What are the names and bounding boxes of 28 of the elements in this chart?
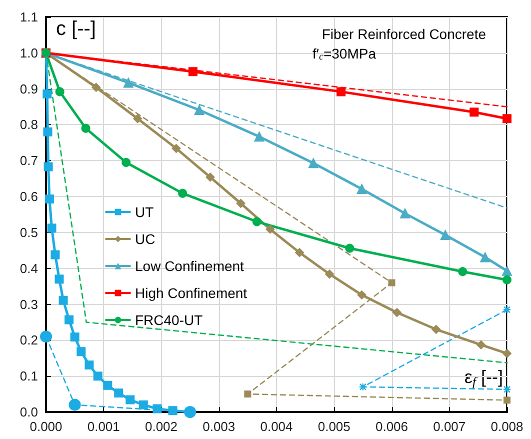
x-tick-label: 0.000 (30, 419, 62, 434)
y-tick-label: 0.2 (20, 332, 38, 348)
legend-label: FRC40-UT (135, 312, 204, 328)
legend-label: High Confinement (135, 285, 248, 301)
y-axis-title: c [--] (56, 18, 96, 40)
x-tick-label: 0.001 (87, 419, 120, 434)
text: Fiber Reinforced Concrete (322, 26, 486, 42)
legend-label: UT (135, 204, 154, 220)
y-tick-label: 0.9 (20, 81, 38, 96)
legend-label: Low Confinement (135, 258, 244, 274)
y-tick-label: 1.0 (20, 45, 38, 60)
y-tick-label: 0.4 (20, 260, 38, 276)
y-tick-label: 0.7 (20, 153, 38, 168)
x-tick-label: 0.007 (433, 419, 466, 434)
x-tick-label: 0.008 (490, 419, 524, 434)
x-tick-label: 0.003 (202, 419, 236, 434)
x-tick-label: 0.006 (375, 419, 408, 434)
y-tick-label: 0.3 (20, 296, 38, 312)
legend-label: UC (135, 231, 156, 247)
y-tick-label: 0.5 (20, 224, 38, 240)
x-tick-label: 0.002 (144, 419, 178, 434)
x-tick-label: 0.005 (318, 419, 350, 434)
x-tick-label: 0.004 (260, 419, 293, 434)
y-tick-label: 1.1 (20, 10, 38, 24)
y-tick-label: 0.6 (20, 189, 38, 204)
y-tick-label: 0.8 (20, 117, 38, 132)
y-tick-label: 0.1 (20, 368, 38, 384)
y-tick-label: 0.0 (20, 404, 38, 420)
